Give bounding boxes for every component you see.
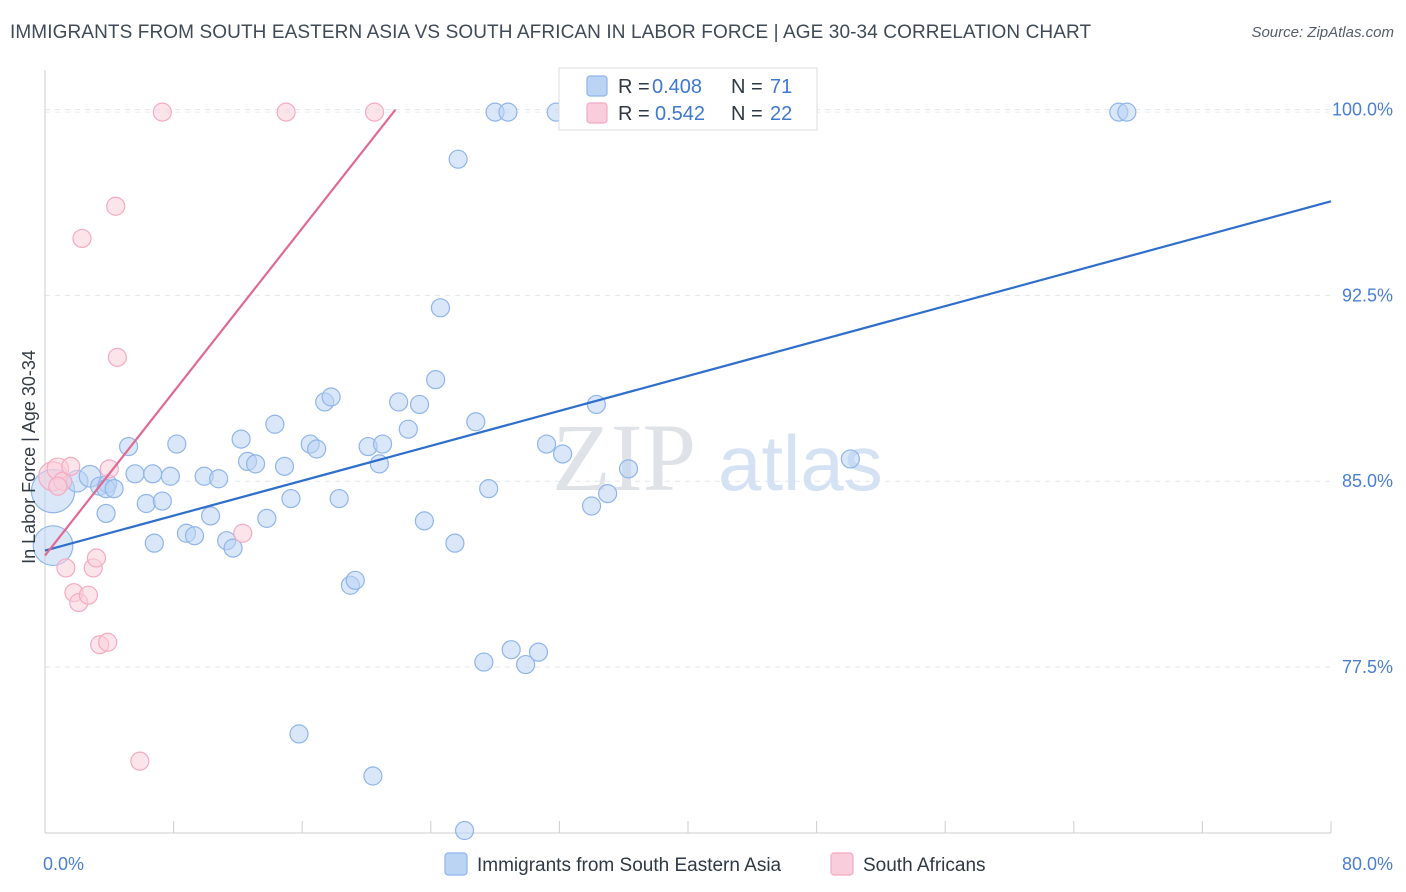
point-southeast-asia [474, 652, 494, 672]
point-south-african [276, 102, 296, 122]
point-southeast-asia [321, 387, 341, 407]
legend-n-label-1: N = [731, 76, 763, 98]
point-south-african [72, 228, 92, 249]
trend-line-south-african [44, 108, 397, 557]
point-south-african [56, 558, 76, 578]
point-southeast-asia [414, 511, 434, 531]
point-southeast-asia [231, 429, 251, 449]
stats-legend: R = 0.408 N = 71 R = 0.542 N = 22 [558, 67, 818, 131]
point-southeast-asia [363, 766, 383, 786]
point-southeast-asia [184, 526, 205, 546]
point-south-african [99, 459, 119, 479]
point-south-african [364, 102, 385, 122]
point-southeast-asia [152, 491, 172, 511]
grid [45, 109, 1331, 668]
point-southeast-asia [209, 469, 229, 489]
point-southeast-asia [618, 459, 639, 479]
x-tick-label-max: 80.0% [1342, 854, 1393, 874]
point-south-african [130, 751, 150, 771]
point-southeast-asia [160, 466, 180, 486]
point-south-african [78, 585, 99, 605]
point-south-african [152, 102, 172, 122]
point-southeast-asia [389, 392, 409, 412]
point-southeast-asia [398, 419, 418, 439]
y-tick-label: 85.0% [1342, 471, 1393, 491]
point-southeast-asia [104, 479, 124, 499]
bottom-legend-swatch-blue [444, 852, 468, 876]
point-southeast-asia [430, 298, 451, 318]
point-south-african [106, 196, 126, 216]
legend-swatch-pink [586, 102, 608, 124]
point-southeast-asia [536, 434, 557, 454]
point-south-african [98, 632, 118, 652]
legend-swatch-blue [586, 75, 608, 97]
point-southeast-asia [200, 506, 221, 526]
point-southeast-asia [1117, 102, 1137, 122]
point-southeast-asia [448, 149, 468, 169]
point-south-african [86, 548, 107, 568]
point-southeast-asia [245, 454, 266, 474]
legend-r-label-2: R = [618, 103, 650, 125]
point-southeast-asia [372, 434, 393, 454]
legend-r-value-2: 0.542 [655, 103, 705, 125]
y-tick-label: 92.5% [1342, 285, 1393, 305]
legend-n-value-1: 71 [770, 76, 792, 98]
point-southeast-asia [265, 414, 285, 434]
point-southeast-asia [528, 642, 549, 662]
source-label: Source: ZipAtlas.com [1251, 24, 1394, 41]
axes: 77.5% 85.0% 92.5% 100.0% 0.0% 80.0% [43, 70, 1393, 874]
point-southeast-asia [409, 394, 430, 415]
point-south-african [233, 523, 253, 543]
legend-r-label-1: R = [618, 76, 650, 98]
point-southeast-asia [274, 456, 295, 476]
point-south-african [61, 456, 81, 476]
point-southeast-asia [598, 484, 618, 504]
y-tick-label: 77.5% [1342, 657, 1393, 677]
point-southeast-asia [96, 503, 116, 524]
point-southeast-asia [445, 533, 465, 553]
chart-title: IMMIGRANTS FROM SOUTH EASTERN ASIA VS SO… [10, 22, 1092, 43]
bottom-legend: Immigrants from South Eastern Asia South… [444, 852, 986, 876]
y-axis-title: In Labor Force | Age 30-34 [19, 350, 39, 564]
trend-line-southeast-asia [44, 200, 1332, 552]
point-southeast-asia [553, 444, 573, 464]
legend-r-value-1: 0.408 [652, 76, 702, 98]
point-southeast-asia [223, 538, 243, 558]
y-tick-label: 100.0% [1332, 100, 1393, 120]
legend-n-value-2: 22 [770, 103, 792, 125]
point-southeast-asia [345, 570, 365, 590]
point-southeast-asia [136, 493, 156, 514]
point-southeast-asia [289, 724, 309, 744]
point-southeast-asia [281, 488, 301, 509]
point-southeast-asia [840, 449, 860, 469]
trend-lines [44, 108, 1332, 557]
point-southeast-asia [144, 533, 164, 553]
point-southeast-asia [466, 412, 486, 432]
point-southeast-asia [257, 508, 277, 528]
point-southeast-asia [307, 439, 327, 459]
point-southeast-asia [125, 464, 145, 484]
x-tick-label-min: 0.0% [43, 854, 84, 874]
point-southeast-asia [329, 488, 349, 509]
point-southeast-asia [479, 479, 499, 499]
legend-n-label-2: N = [731, 103, 763, 125]
data-points [30, 102, 1137, 841]
bottom-legend-label-blue: Immigrants from South Eastern Asia [477, 855, 782, 876]
point-southeast-asia [501, 640, 521, 660]
watermark-zip: ZIP [552, 404, 696, 511]
point-southeast-asia [498, 102, 518, 122]
point-southeast-asia [167, 434, 187, 454]
point-southeast-asia [426, 370, 446, 390]
point-southeast-asia [143, 464, 163, 484]
point-south-african [107, 347, 127, 367]
bottom-legend-label-pink: South Africans [863, 855, 986, 876]
point-southeast-asia [581, 496, 602, 516]
point-south-african [48, 476, 68, 496]
point-southeast-asia [516, 654, 536, 675]
bottom-legend-swatch-pink [830, 852, 854, 876]
point-southeast-asia [454, 820, 475, 841]
